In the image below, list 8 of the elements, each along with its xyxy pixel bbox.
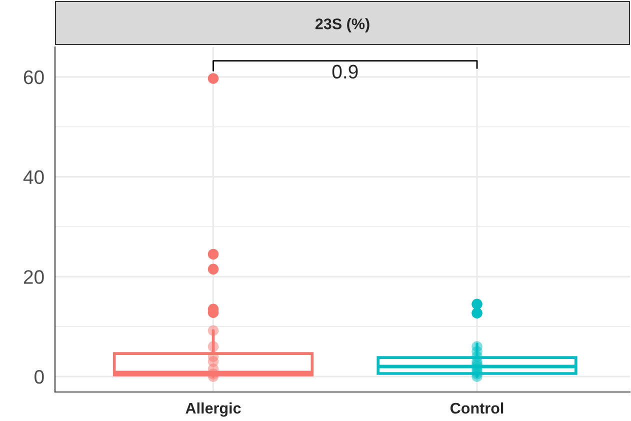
chart-title: 23S (%) — [315, 18, 370, 32]
annotation: 0.9 — [332, 64, 358, 79]
y-tick-label: 0 — [34, 370, 44, 384]
y-tick-label: 20 — [24, 270, 44, 284]
y-tick-label: 60 — [24, 70, 44, 84]
x-tick-label: Allergic — [186, 402, 241, 417]
y-tick-label: 40 — [23, 170, 44, 184]
x-tick-label: Control — [450, 402, 504, 414]
